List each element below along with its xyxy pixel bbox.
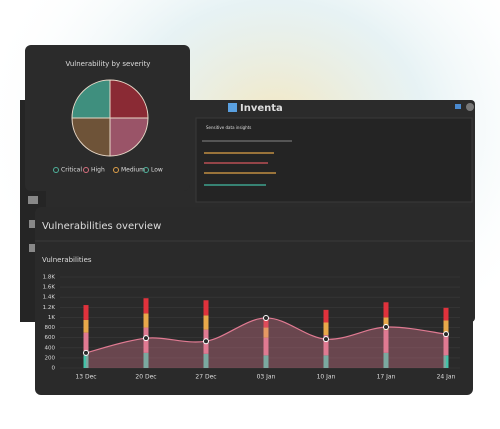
- bar-segment: [323, 309, 329, 323]
- x-tick-label: 27 Dec: [195, 374, 216, 381]
- y-tick-label: 800: [45, 325, 56, 331]
- y-tick-label: 1.4K: [43, 295, 56, 301]
- legend-swatch: [53, 167, 59, 173]
- legend-label: Low: [151, 167, 163, 174]
- legend-label: Critical: [61, 167, 82, 174]
- line-point: [443, 331, 449, 338]
- bar-segment: [143, 298, 149, 314]
- line-point: [203, 338, 209, 345]
- legend-swatch: [113, 167, 119, 173]
- text-line: [204, 184, 266, 186]
- bar-segment: [143, 352, 149, 368]
- bar-segment: [83, 305, 89, 320]
- legend-label: High: [91, 167, 105, 174]
- brand: Inventa: [240, 103, 283, 114]
- bar-segment: [83, 332, 89, 356]
- y-tick-label: 200: [45, 355, 56, 361]
- y-tick-label: 600: [45, 335, 56, 341]
- line-point: [83, 349, 89, 356]
- sidebar-icon: [29, 220, 37, 228]
- bar-segment: [143, 313, 149, 328]
- bar-segment: [83, 355, 89, 368]
- x-tick-label: 13 Dec: [75, 374, 96, 381]
- x-tick-label: 10 Jan: [317, 374, 336, 381]
- bar-segment: [443, 355, 449, 368]
- y-tick-label: 400: [45, 345, 56, 351]
- bar-segment: [383, 330, 389, 353]
- bar-segment: [443, 320, 449, 335]
- sidebar-icon: [29, 244, 37, 252]
- x-tick-label: 17 Jan: [377, 374, 396, 381]
- bar-segment: [263, 355, 269, 368]
- y-tick-label: 1.8K: [43, 275, 56, 281]
- bar-segment: [323, 355, 329, 368]
- bar-segment: [263, 337, 269, 356]
- text-line: [204, 172, 276, 174]
- avatar[interactable]: [466, 103, 474, 111]
- bar-segment: [83, 319, 89, 333]
- line-point: [383, 324, 389, 331]
- y-tick-label: 1.6K: [43, 285, 56, 291]
- legend-swatch: [83, 167, 89, 173]
- bar-segment: [383, 352, 389, 368]
- chart-title: Vulnerabilities: [42, 256, 92, 264]
- bar-segment: [383, 302, 389, 318]
- pie-slice: [109, 79, 149, 119]
- y-tick-label: 1.2K: [43, 305, 56, 311]
- line-point: [323, 336, 329, 343]
- line-point: [143, 335, 149, 342]
- line-point: [263, 314, 269, 321]
- bar-segment: [383, 317, 389, 331]
- x-tick-label: 03 Jan: [257, 374, 276, 381]
- text-line: [204, 152, 274, 154]
- pie-slice: [109, 117, 149, 157]
- y-tick-label: 1K: [48, 315, 55, 321]
- bar-segment: [203, 300, 209, 316]
- bar-segment: [203, 353, 209, 368]
- bar-segment: [443, 307, 449, 321]
- bar-segment: [443, 334, 449, 356]
- x-tick-label: 24 Jan: [437, 374, 456, 381]
- card-title: Vulnerabilities overview: [42, 221, 161, 232]
- pie-slice: [71, 79, 111, 119]
- insights-panel: [195, 117, 473, 203]
- insights-title: Sensitive data insights: [206, 125, 251, 130]
- y-tick-label: 0: [52, 366, 56, 372]
- brand-logo: [228, 103, 237, 112]
- text-line: [202, 140, 292, 142]
- x-tick-label: 20 Dec: [135, 374, 156, 381]
- toggle[interactable]: [455, 104, 461, 109]
- bar-segment: [263, 327, 269, 338]
- pie-title: Vulnerability by severity: [66, 60, 151, 68]
- bar-segment: [323, 335, 329, 356]
- bar-segment: [323, 322, 329, 336]
- sidebar-icon: [28, 196, 38, 204]
- bar-segment: [263, 317, 269, 328]
- bar-segment: [203, 315, 209, 330]
- text-line: [204, 162, 268, 164]
- legend-label: Medium: [121, 167, 145, 174]
- pie-slice: [71, 117, 111, 157]
- legend-swatch: [143, 167, 149, 173]
- line-area: [86, 317, 446, 368]
